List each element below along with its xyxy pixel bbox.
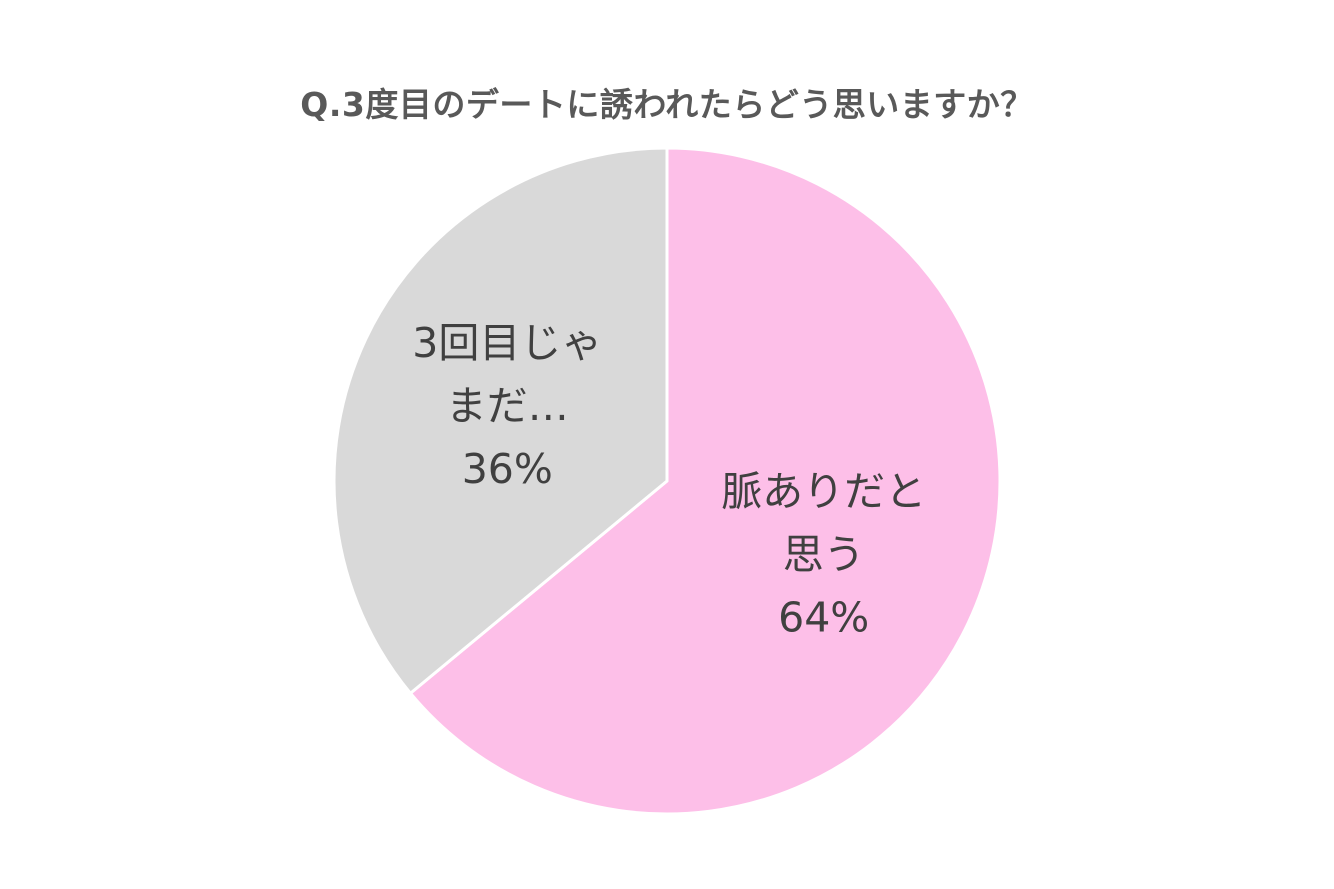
pie-slice-2	[332, 146, 669, 695]
pie-slice-1-label: 脈ありだと思う 64%	[721, 468, 926, 642]
slice-category-label: 3回目じゃ	[412, 319, 602, 367]
pie-slice-2-label: 3回目じゃまだ… 36%	[412, 319, 602, 493]
slice-category-label: 脈ありだと	[721, 468, 926, 516]
slice-percent-label: 64%	[778, 594, 869, 642]
slice-percent-label: 36%	[462, 445, 553, 493]
chart-title: Q.3度目のデートに誘われたらどう思いますか？	[300, 85, 1034, 124]
pie-slice-1	[408, 146, 1002, 816]
slice-category-label: 思う	[783, 531, 865, 579]
slice-category-label: まだ…	[446, 382, 569, 430]
